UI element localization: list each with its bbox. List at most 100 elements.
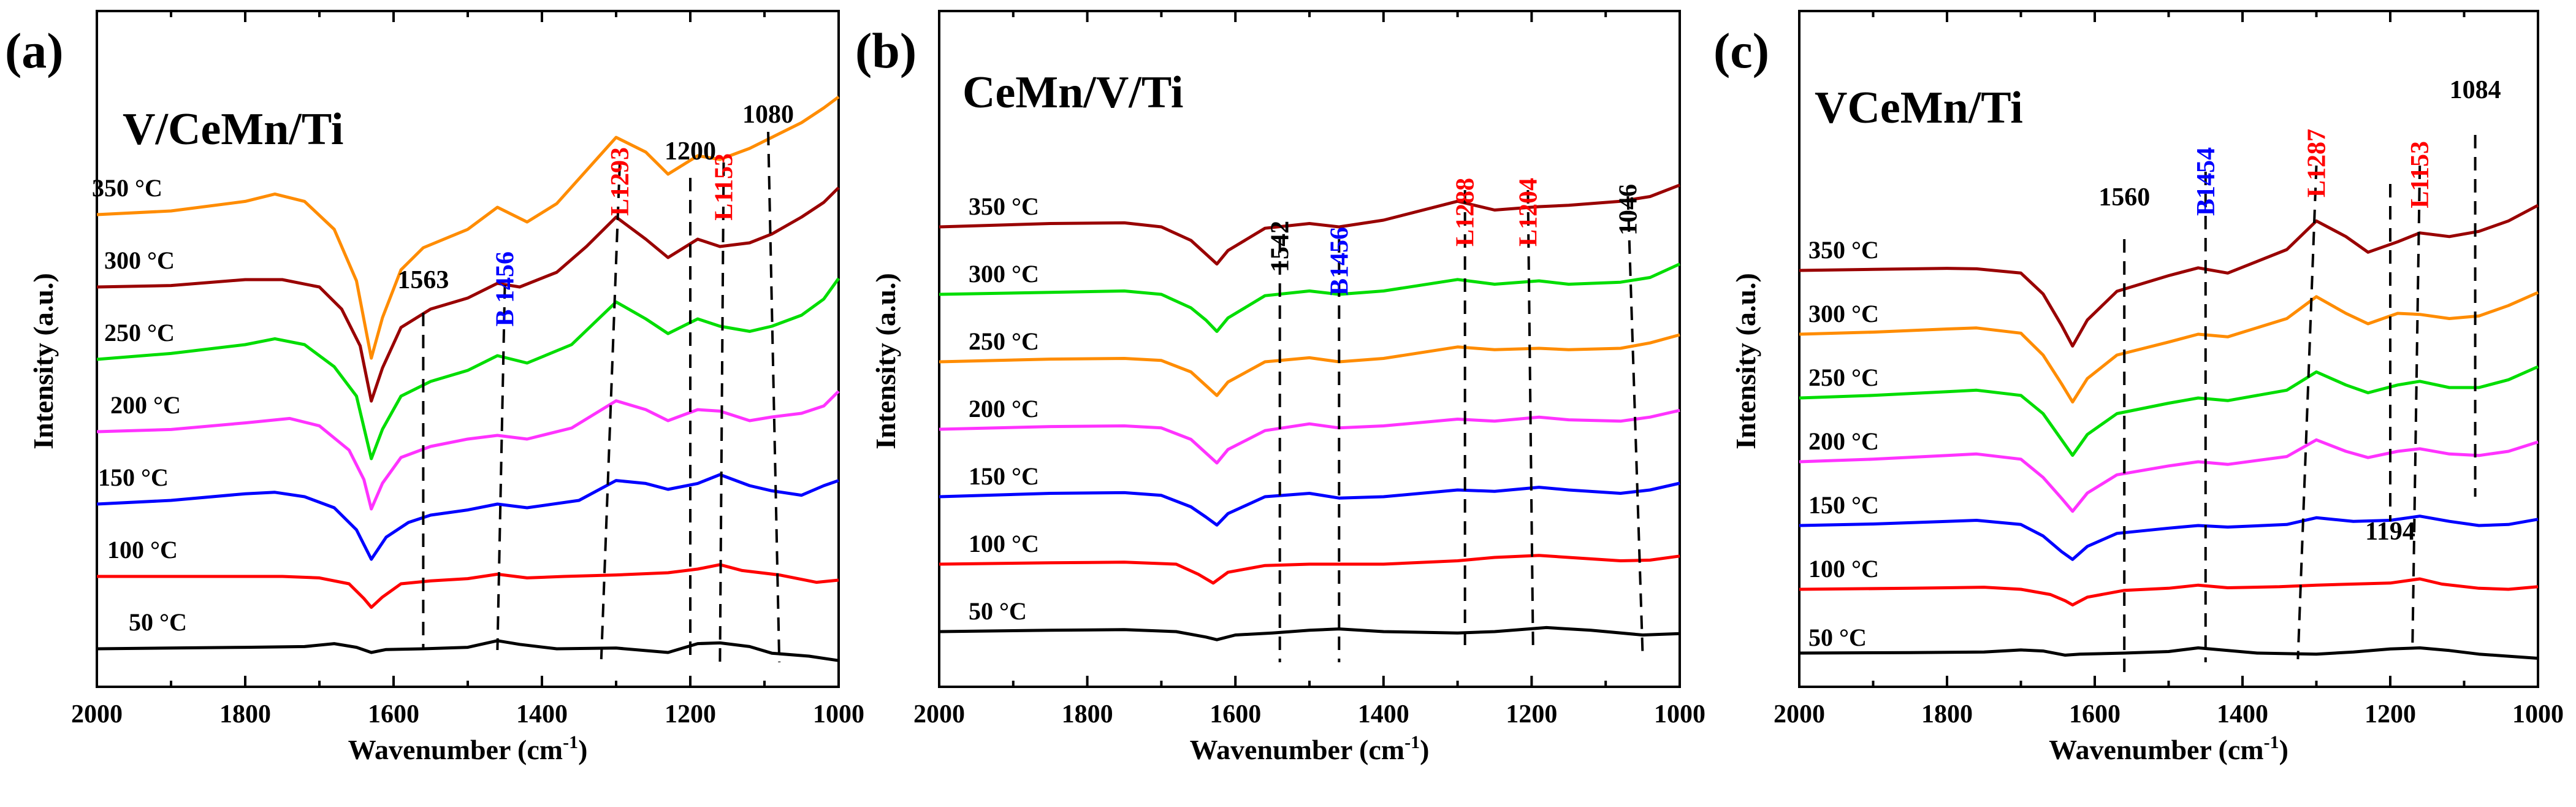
series-label: 200 °C xyxy=(1808,427,1879,455)
panel-letter: (b) xyxy=(855,23,916,78)
series-line xyxy=(96,95,840,360)
peak-guide-line xyxy=(1526,189,1534,651)
y-axis-label: Intensity (a.u.) xyxy=(1730,273,1761,449)
peak-label: B 1456 xyxy=(492,251,520,327)
series-label: 50 °C xyxy=(969,597,1027,625)
peak-guide-line xyxy=(600,162,622,660)
series-line xyxy=(96,186,840,403)
peak-label: B1456 xyxy=(1325,227,1354,296)
x-axis-label-sup: -1 xyxy=(1404,732,1420,752)
x-tick-label: 1200 xyxy=(665,700,716,729)
sample-name: VCeMn/Ti xyxy=(1815,83,2023,133)
x-tick-label: 1200 xyxy=(1506,700,1557,729)
peak-guide-line xyxy=(2411,165,2422,651)
panel-3: 2000 1800 1600 1400 1200 1000 Wavenumber (cm-1… xyxy=(1713,10,2564,765)
panel-2: 2000 1800 1600 1400 1200 1000 Wavenumber (cm-1… xyxy=(855,10,1705,765)
x-axis-label: Wavenumber (cm-1) xyxy=(1190,732,1430,765)
panel-1: 2000 1800 1600 1400 1200 1000 Wavenumber (cm-1… xyxy=(5,10,864,765)
x-axis-label: Wavenumber (cm-1) xyxy=(348,732,588,765)
peak-label: 1542 xyxy=(1267,221,1295,272)
x-axis-label-end: ) xyxy=(2279,734,2288,765)
series-line xyxy=(1799,291,2539,404)
series-line xyxy=(939,625,1680,641)
peak-label: L1288 xyxy=(1452,178,1480,247)
peak-label: L1153 xyxy=(710,153,738,221)
x-axis-label-end: ) xyxy=(578,734,587,765)
series-line xyxy=(1799,514,2539,561)
series-label: 250 °C xyxy=(969,327,1039,355)
x-axis-label-end: ) xyxy=(1420,734,1429,765)
series-line xyxy=(939,333,1680,397)
x-tick-label: 1000 xyxy=(1654,700,1705,729)
series-line xyxy=(96,390,840,511)
panel-letter: (c) xyxy=(1713,23,1769,78)
series-label: 300 °C xyxy=(104,247,175,274)
x-tick-label: 2000 xyxy=(71,700,123,729)
panel-letter: (a) xyxy=(5,23,64,78)
peak-guide-line xyxy=(718,162,725,663)
series-label: 300 °C xyxy=(1808,300,1879,327)
series-label: 350 °C xyxy=(1808,236,1879,264)
peak-label: 1200 xyxy=(665,137,716,166)
x-tick-label: 1400 xyxy=(2217,700,2268,729)
x-axis-label-sup: -1 xyxy=(2264,732,2279,752)
peak-label: L1153 xyxy=(2406,141,2434,208)
peak-label: 1194 xyxy=(2365,518,2415,546)
x-tick-label: 1000 xyxy=(2512,700,2564,729)
peak-label: L1204 xyxy=(1514,178,1542,247)
series-label: 200 °C xyxy=(110,391,181,419)
series-label: 50 °C xyxy=(129,608,187,636)
series-label: 300 °C xyxy=(969,260,1039,288)
series-label: 250 °C xyxy=(1808,364,1879,391)
peak-guide-line xyxy=(2296,165,2318,660)
series-label: 200 °C xyxy=(969,395,1039,423)
series-label: 350 °C xyxy=(969,193,1039,220)
peak-label: 1046 xyxy=(1614,184,1642,235)
series-label: 150 °C xyxy=(98,464,169,491)
x-tick-label: 2000 xyxy=(1774,700,1825,729)
series-line xyxy=(96,639,839,662)
series-line xyxy=(939,183,1680,266)
series-line xyxy=(1799,204,2539,348)
x-tick-label: 1000 xyxy=(813,700,864,729)
peak-label: B1454 xyxy=(2192,147,2220,216)
sample-name: V/CeMn/Ti xyxy=(123,104,343,155)
series-label: 50 °C xyxy=(1808,624,1867,651)
peak-guide-line xyxy=(1626,196,1644,657)
peak-label: L1293 xyxy=(606,147,634,216)
series-label: 100 °C xyxy=(1808,555,1879,583)
peak-label: 1560 xyxy=(2098,183,2150,212)
series-label: 100 °C xyxy=(969,530,1039,557)
peak-label: 1084 xyxy=(2450,76,2501,104)
y-axis-label: Intensity (a.u.) xyxy=(870,273,901,449)
series-line xyxy=(939,262,1681,333)
y-axis-label: Intensity (a.u.) xyxy=(28,273,59,449)
series-line xyxy=(1799,646,2539,660)
series-label: 100 °C xyxy=(107,536,178,564)
series-label: 250 °C xyxy=(104,319,175,346)
x-axis-label-sup: -1 xyxy=(563,732,578,752)
peak-label: 1080 xyxy=(742,101,794,129)
peak-label: L1287 xyxy=(2303,129,2331,197)
x-tick-label: 2000 xyxy=(913,700,965,729)
series-line xyxy=(97,563,839,609)
series-line xyxy=(939,554,1680,585)
series-line xyxy=(96,473,839,561)
x-tick-label: 1600 xyxy=(368,700,419,729)
x-tick-label: 1600 xyxy=(2069,700,2121,729)
peak-guide-line xyxy=(767,131,781,663)
x-tick-label: 1800 xyxy=(1921,700,1973,729)
series-label: 150 °C xyxy=(1808,491,1879,519)
peak-label: 1563 xyxy=(397,266,449,294)
x-tick-label: 1400 xyxy=(516,700,568,729)
x-tick-label: 1800 xyxy=(219,700,271,729)
peak-guide-line xyxy=(496,285,506,651)
series-line xyxy=(1799,365,2539,457)
x-tick-label: 1400 xyxy=(1358,700,1409,729)
series-line xyxy=(939,481,1680,527)
series-line xyxy=(1799,438,2539,513)
x-tick-label: 1600 xyxy=(1210,700,1261,729)
x-axis-label: Wavenumber (cm-1) xyxy=(2049,732,2288,765)
x-tick-label: 1800 xyxy=(1062,700,1113,729)
